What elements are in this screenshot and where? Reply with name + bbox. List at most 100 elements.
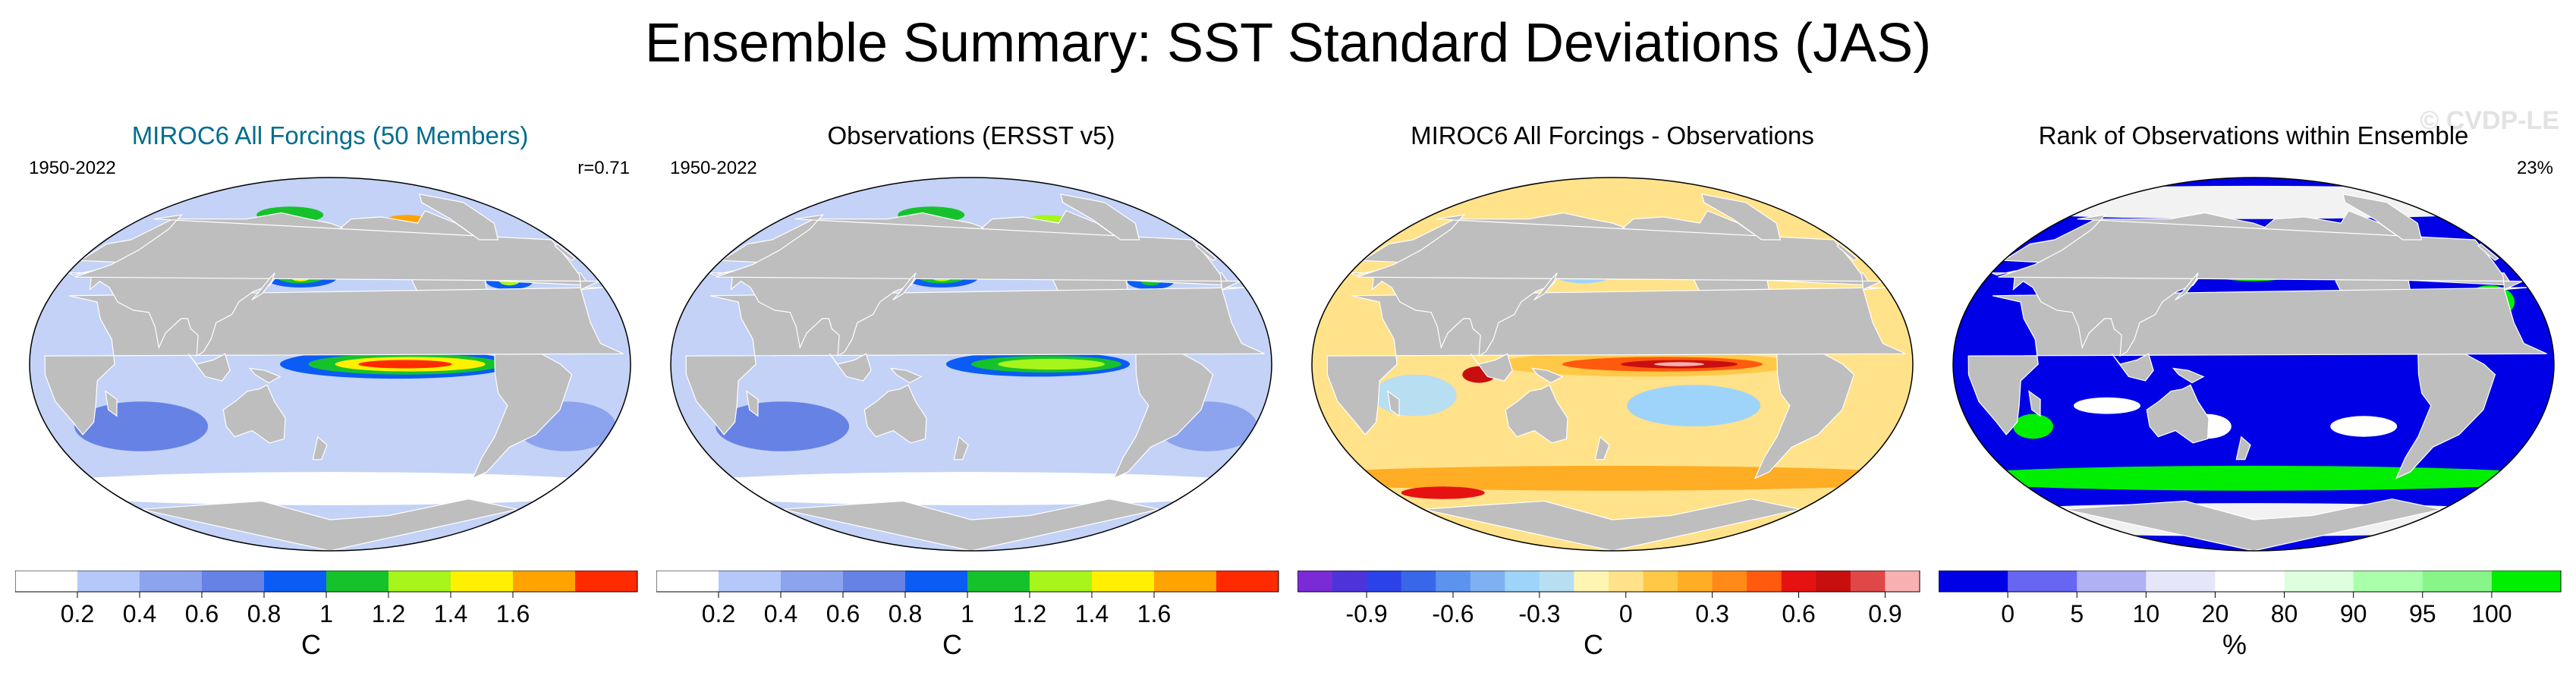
mid-rank-region xyxy=(2330,416,2398,437)
colorbar-swatch xyxy=(1092,571,1155,592)
colorbar-swatch xyxy=(2422,571,2493,592)
land-mass xyxy=(2477,243,2499,262)
colorbar-swatch xyxy=(264,571,327,592)
negative-difference-region xyxy=(1373,374,1457,417)
land-mass xyxy=(889,367,923,384)
colorbar: 0 5 10 20 80 90 95 100% xyxy=(1939,571,2562,660)
ocean-field xyxy=(671,178,1272,551)
colorbar-tick-label: 0.8 xyxy=(889,600,922,627)
colorbar-swatch xyxy=(781,571,844,592)
colorbar-tick-label: 0.6 xyxy=(826,600,860,627)
panel-title: MIROC6 All Forcings - Observations xyxy=(1411,121,1814,149)
colorbar-swatch xyxy=(1712,571,1747,592)
land-mass xyxy=(187,353,231,382)
colorbar-unit: C xyxy=(1584,629,1603,660)
colorbar-swatch xyxy=(1939,571,2008,592)
land-mass xyxy=(1112,338,1214,479)
colorbar-tick-label: 10 xyxy=(2133,600,2160,627)
colorbar-swatch xyxy=(1332,571,1367,592)
land-mass xyxy=(1533,272,1558,300)
land-mass xyxy=(2342,193,2423,241)
watermark: © CVDP-LE xyxy=(2420,106,2559,135)
colorbar-tick-label: 90 xyxy=(2340,600,2367,627)
colorbar-swatch xyxy=(656,571,719,592)
map-border xyxy=(670,177,1272,552)
land-mass xyxy=(2175,272,2199,300)
no-data-region xyxy=(1953,185,2554,219)
colorbar-swatch xyxy=(1678,571,1713,592)
colorbar-swatch xyxy=(1216,571,1279,592)
land-mass xyxy=(1505,384,1568,444)
colorbar: 0.2 0.4 0.6 0.8 1 1.2 1.4 1.6 C xyxy=(656,571,1279,660)
colorbar-tick-label: 0.9 xyxy=(1868,600,1901,627)
land-mass xyxy=(74,214,599,291)
land-mass xyxy=(312,435,328,461)
colorbar-tick-label: 1.4 xyxy=(434,600,467,627)
land-mass xyxy=(471,338,573,479)
colorbar-swatch xyxy=(1885,571,1920,592)
panel-model-stddev: MIROC6 All Forcings (50 Members) 1950-20… xyxy=(15,114,645,675)
land-mass xyxy=(1754,338,1855,479)
land-mass xyxy=(1387,390,1400,417)
land-mass xyxy=(863,384,927,444)
colorbar-tick-label: 0.4 xyxy=(123,600,156,627)
colorbar-swatch xyxy=(2215,571,2285,592)
rank-percentage: 23% xyxy=(2516,158,2553,178)
mid-rank-region xyxy=(2074,397,2140,414)
land-mass xyxy=(105,390,118,417)
panel-title: Observations (ERSST v5) xyxy=(827,121,1115,149)
colorbar-swatch xyxy=(1609,571,1644,592)
land-mass xyxy=(1195,243,1217,262)
land-mass xyxy=(1594,435,1610,461)
land-mass xyxy=(782,498,1159,551)
panel-title: MIROC6 All Forcings (50 Members) xyxy=(131,121,529,149)
land-mass xyxy=(1998,214,2523,291)
colorbar-tick-label: 1.2 xyxy=(1013,600,1046,627)
cold-tongue-max xyxy=(358,360,452,369)
colorbar-swatch xyxy=(1154,571,1217,592)
colorbar-swatch xyxy=(1436,571,1471,592)
colorbar-swatch xyxy=(140,571,203,592)
colorbar-swatch xyxy=(1643,571,1678,592)
colorbar-tick-label: 1.2 xyxy=(372,600,405,627)
colorbar-swatch xyxy=(1367,571,1402,592)
colorbar-swatch xyxy=(388,571,451,592)
colorbar-tick-label: 1.6 xyxy=(496,600,530,627)
colorbar-swatch xyxy=(2008,571,2077,592)
moderate-variability-region xyxy=(74,401,209,451)
colorbar-swatch xyxy=(905,571,968,592)
panel-difference: MIROC6 All Forcings - Observations -0.9-… xyxy=(1297,114,1927,675)
land-mass xyxy=(1836,243,1858,262)
colorbar-swatch xyxy=(1850,571,1886,592)
colorbar-swatch xyxy=(719,571,782,592)
colorbar-tick-label: 0.4 xyxy=(764,600,797,627)
colorbar: 0.2 0.4 0.6 0.8 1 1.2 1.4 1.6 C xyxy=(15,571,638,660)
colorbar-tick-label: 1 xyxy=(961,600,974,627)
land-mass xyxy=(1060,193,1140,241)
cold-tongue-core xyxy=(998,358,1105,370)
colorbar-tick-label: 0 xyxy=(2001,600,2015,627)
colorbar-swatch xyxy=(15,571,78,592)
world-map xyxy=(1311,177,1914,552)
colorbar-frame xyxy=(1939,571,2562,593)
world-map xyxy=(29,177,631,552)
colorbar-swatch xyxy=(1297,571,1333,592)
pattern-correlation: r=0.71 xyxy=(577,158,630,178)
world-map xyxy=(670,177,1272,552)
land-mass xyxy=(2064,498,2442,551)
colorbar-swatch xyxy=(1470,571,1505,592)
colorbar-tick-label: 1.4 xyxy=(1075,600,1109,627)
land-mass xyxy=(222,384,286,444)
land-mass xyxy=(1423,498,1801,551)
world-map xyxy=(1952,177,2555,552)
land-mass xyxy=(1701,193,1782,241)
panel-observations-stddev: Observations (ERSST v5) 1950-2022 0.2 0.4… xyxy=(656,114,1286,675)
high-rank-region xyxy=(2013,413,2053,439)
panel-title: Rank of Observations within Ensemble xyxy=(2038,121,2469,149)
colorbar-swatch xyxy=(1816,571,1851,592)
colorbar-tick-label: 0.6 xyxy=(185,600,219,627)
colorbar-swatch xyxy=(1781,571,1816,592)
land-mass xyxy=(248,367,282,384)
colorbar: -0.9 -0.6 -0.3 0 0.3 0.6 0.9 C xyxy=(1297,571,1920,660)
low-variability-region xyxy=(671,472,1272,505)
